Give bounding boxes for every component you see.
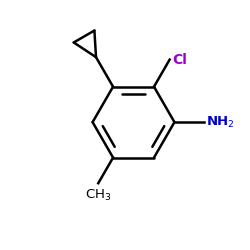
Text: Cl: Cl [172, 53, 187, 67]
Text: CH$_3$: CH$_3$ [85, 188, 112, 203]
Text: NH$_2$: NH$_2$ [206, 114, 235, 130]
